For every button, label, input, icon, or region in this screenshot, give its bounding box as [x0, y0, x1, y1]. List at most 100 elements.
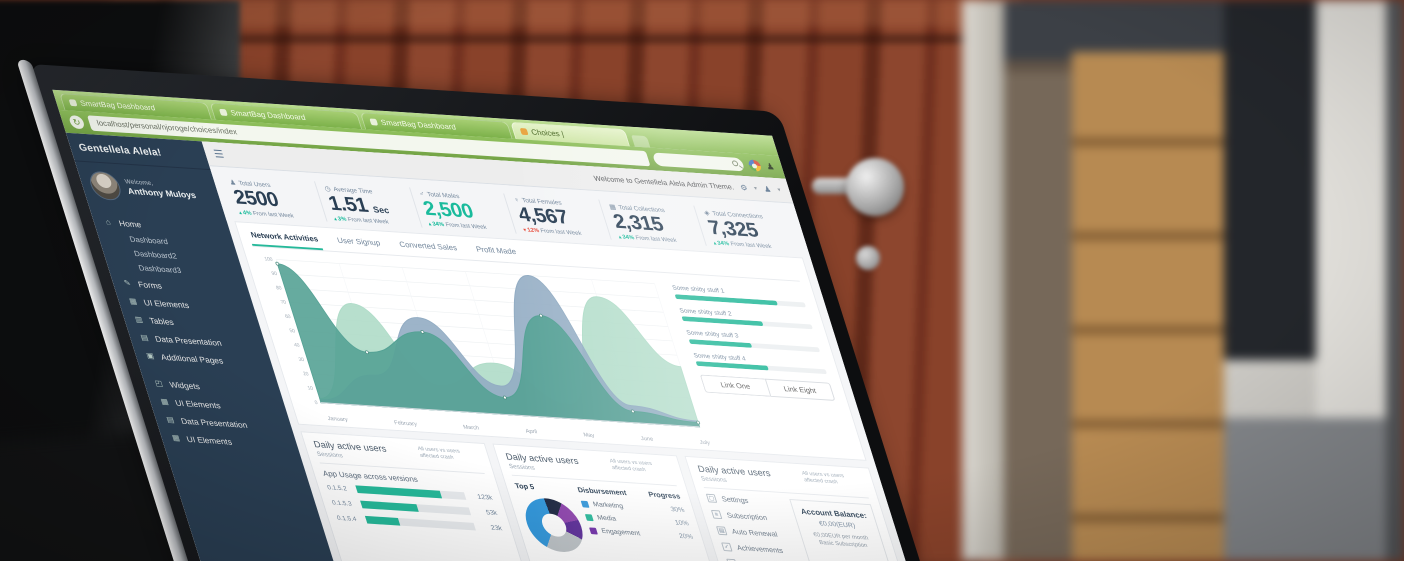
wooden-shelf [1072, 52, 1224, 561]
panel-note: All users vs users affected crash [417, 446, 461, 461]
gear-icon[interactable]: ⚙ [739, 183, 749, 193]
door-keyhole [856, 246, 880, 270]
door-rail-groove [100, 34, 1020, 44]
dark-doorway [1224, 0, 1316, 360]
tab-title: SmartBag Dashboard [379, 118, 458, 132]
tab-favicon [519, 128, 529, 136]
stat-tile-total-collections: ▦Total Collections 2,315 34% From last W… [598, 199, 707, 246]
sidebar-item-label: Widgets [168, 379, 201, 391]
settings-icon: ▢ [705, 493, 718, 503]
svg-text:20: 20 [302, 371, 309, 377]
legend-item: Some shitty stuff 1 [672, 285, 806, 307]
chart-icon: ▤ [165, 415, 176, 425]
progress-fill [360, 500, 420, 512]
svg-text:90: 90 [271, 271, 278, 277]
sidebar-item-label: Home [117, 217, 143, 229]
progress-fill [688, 338, 753, 348]
main-content: ☰ Welcome to Gentellela Alela Admin Them… [201, 141, 961, 561]
account-balance-title: Account Balance: [799, 507, 868, 521]
menu-toggle-icon[interactable]: ☰ [212, 148, 226, 161]
avatar[interactable] [86, 170, 125, 202]
media-color-swatch [584, 514, 594, 522]
sidebar-item-label: UI Elements [142, 297, 191, 310]
tab-profit-made[interactable]: Profit Made [474, 245, 518, 257]
stat-tile-total-connections: ◈Total Connections 7,325 34% From last W… [693, 205, 801, 252]
door-handle [846, 158, 904, 216]
network-activities-card: Network Activities User Signup Converted… [234, 221, 867, 461]
donut-legend-item: Marketing 30% [580, 500, 686, 514]
stat-tile-total-males: ♂Total Males 2,500 34% From last Week [408, 187, 517, 234]
pages-icon: ▣ [145, 351, 156, 361]
svg-text:70: 70 [280, 300, 287, 306]
search-icon [731, 160, 739, 167]
tab-title: Choices | [530, 127, 565, 139]
sidebar-item-label: UI Elements [185, 433, 234, 447]
chart-icon: ▤ [139, 333, 150, 343]
link-eight-button[interactable]: Link Eight [764, 378, 836, 401]
svg-text:50: 50 [289, 328, 296, 334]
progress-fill [364, 515, 400, 526]
ui-elements-icon: ▦ [159, 397, 170, 407]
checkbox-icon: ▤ [716, 526, 728, 536]
browser-logo-icon[interactable] [747, 159, 763, 172]
auto-renewal-item[interactable]: ▤ Auto Renewal [716, 526, 794, 539]
stat-value: 4,567 [515, 203, 571, 229]
stat-value: 2,315 [610, 210, 667, 236]
link-one-button[interactable]: Link One [699, 374, 770, 397]
donut-chart [518, 496, 590, 554]
tab-user-signup[interactable]: User Signup [336, 236, 382, 248]
check-icon: ✓ [721, 542, 733, 552]
donut-legend-item: Engagement 20% [589, 527, 694, 541]
svg-text:100: 100 [264, 256, 274, 263]
new-tab-button[interactable] [631, 135, 651, 148]
sidebar-item-label: Tables [147, 315, 175, 327]
achievements-item[interactable]: ✓ Achievements [721, 542, 799, 555]
svg-text:80: 80 [275, 285, 282, 291]
progress-fill [355, 485, 443, 499]
tab-favicon [218, 108, 228, 116]
chevron-down-icon[interactable]: ▾ [753, 186, 759, 192]
door-handle-stem [812, 178, 856, 194]
svg-text:40: 40 [293, 343, 300, 349]
stat-tile-total-females: ♀Total Females 4,567 12% From last Week [503, 193, 612, 240]
room-background [962, 0, 1404, 561]
chevron-down-icon[interactable]: ▾ [776, 187, 782, 194]
account-balance-value: €0,00(EUR) [818, 520, 857, 530]
laptop: SmartBag Dashboard SmartBag Dashboard Sm… [16, 59, 977, 561]
door-top-highlight [100, 0, 1020, 26]
admin-dashboard: Gentellela Alela! Welcome, Anthony Muloy… [65, 132, 962, 561]
settings-item[interactable]: ▢ Settings [705, 493, 784, 507]
browser-profile-icon[interactable]: ♟ [764, 161, 776, 172]
stat-value: 2500 [230, 186, 282, 212]
shadow-column [1004, 60, 1072, 561]
tab-title: SmartBag Dashboard [229, 108, 307, 122]
area-chart-svg: 0 10 20 30 40 50 60 70 80 90 100 [264, 256, 701, 428]
search-input[interactable] [651, 152, 746, 172]
usage-row: 0.1.5.3 53k [331, 499, 499, 517]
sidebar-item-label: UI Elements [173, 397, 222, 410]
stat-tile-average-time: ◷Average Time 1.51 Sec 3% From last Week [313, 181, 422, 228]
sidebar-item-label: Forms [136, 279, 163, 291]
stat-value: 7,325 [705, 216, 761, 242]
subscription-item[interactable]: ≡ Subscription [710, 509, 789, 523]
right-edge-shadow [1386, 0, 1404, 561]
door-frame [962, 0, 1004, 561]
ui-elements-icon: ▦ [170, 433, 181, 443]
svg-text:60: 60 [284, 314, 291, 320]
ui-elements-icon: ▦ [128, 296, 139, 306]
donut-legend-item: Media 10% [584, 514, 690, 527]
tab-favicon [369, 118, 379, 126]
home-icon: ⌂ [104, 217, 112, 227]
stat-value: 2,500 [420, 197, 476, 223]
reload-icon[interactable]: ↻ [67, 115, 86, 130]
svg-text:0: 0 [314, 400, 319, 406]
floor-shadow [1224, 418, 1404, 561]
panel-note: All users vs users affected crash [801, 470, 845, 486]
user-icon[interactable]: ♟ [762, 184, 773, 194]
legend-item: Some shitty stuff 3 [686, 330, 820, 352]
forms-icon: ✎ [122, 278, 132, 288]
tables-icon: ▥ [133, 314, 144, 324]
tab-title: SmartBag Dashboard [79, 98, 157, 113]
svg-text:30: 30 [298, 357, 305, 363]
